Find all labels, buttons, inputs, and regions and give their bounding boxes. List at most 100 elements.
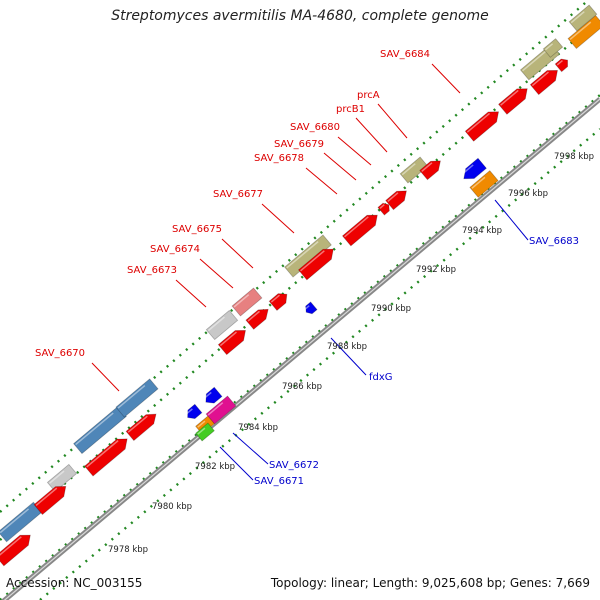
gene-feature-32: [195, 422, 215, 442]
tick-label-7990-kbp: 7990 kbp: [371, 304, 411, 314]
gene-label-prcA: prcA: [357, 90, 380, 101]
gene-feature-26-body: [567, 14, 600, 50]
gene-feature-4: [73, 405, 127, 455]
gene-feature-17-shine: [387, 192, 399, 202]
map-title: Streptomyces avermitilis MA-4680, comple…: [111, 8, 489, 24]
sequence-backbone: [0, 97, 600, 600]
gene-feature-13-shine: [286, 241, 319, 269]
gene-feature-11-shine: [247, 310, 260, 322]
gene-feature-16: [377, 202, 390, 216]
leader-SAV_6678: [305, 167, 338, 195]
gene-feature-10-shine: [219, 331, 237, 347]
gene-feature-7: [125, 413, 157, 442]
leader-SAV_6670: [91, 362, 120, 392]
gene-feature-21-body: [498, 88, 528, 115]
leader-prcB1: [355, 117, 388, 153]
gene-feature-19-shine: [421, 162, 433, 172]
gene-label-SAV_6677: SAV_6677: [213, 189, 263, 200]
gene-feature-4-shine: [75, 412, 114, 446]
gene-features: [0, 4, 600, 567]
gene-feature-26-shine: [569, 21, 592, 41]
gene-feature-35-body: [469, 170, 499, 198]
tick-label-7978-kbp: 7978 kbp: [108, 545, 148, 555]
leader-prcA: [377, 103, 408, 139]
gene-feature-16-shine: [379, 204, 385, 209]
coordinate-ticks: 7978 kbp 7980 kbp 7982 kbp 7984 kbp 7986 kbp…: [108, 152, 594, 555]
tick-label-7992-kbp: 7992 kbp: [416, 265, 456, 275]
dotted-line-3: [0, 94, 600, 600]
gene-feature-19-body: [419, 160, 441, 181]
gene-label-SAV_6670: SAV_6670: [35, 348, 85, 359]
leader-SAV_6680: [337, 136, 372, 166]
gene-feature-10-body: [217, 329, 246, 356]
gene-label-SAV_6672: SAV_6672: [269, 460, 319, 471]
leader-SAV_6677: [261, 203, 295, 234]
gene-feature-28-shine: [185, 408, 193, 415]
tick-label-7982-kbp: 7982 kbp: [195, 462, 235, 472]
gene-feature-33: [304, 301, 318, 315]
gene-label-prcB1: prcB1: [336, 104, 365, 115]
gene-feature-20-shine: [466, 112, 491, 133]
gene-feature-5-body: [115, 378, 159, 418]
gene-feature-0-shine: [0, 508, 30, 534]
gene-feature-34-shine: [461, 164, 474, 176]
gene-feature-18-shine: [401, 163, 416, 176]
gene-feature-11-body: [245, 308, 269, 330]
gene-feature-4-body: [73, 405, 127, 455]
gene-feature-3: [33, 486, 67, 516]
gene-feature-8-shine: [207, 316, 225, 332]
gene-label-SAV_6674: SAV_6674: [150, 244, 200, 255]
gene-feature-1-shine: [0, 536, 22, 558]
gene-feature-23: [542, 38, 564, 58]
gene-feature-24: [529, 69, 558, 96]
gene-feature-9-shine: [233, 294, 250, 308]
leader-SAV_6671: [219, 446, 254, 481]
tick-label-7996-kbp: 7996 kbp: [508, 189, 548, 199]
gene-feature-15: [341, 214, 378, 247]
gene-feature-2-shine: [48, 470, 65, 484]
accession-text: Accession: NC_003155: [6, 576, 143, 590]
tick-label-7986-kbp: 7986 kbp: [282, 382, 322, 392]
gene-feature-24-shine: [531, 71, 549, 87]
gene-feature-16-body: [377, 202, 390, 216]
gene-feature-22-shine: [522, 50, 547, 72]
leader-fdxG: [330, 337, 367, 376]
gene-feature-3-shine: [35, 487, 58, 507]
gene-feature-10: [217, 329, 246, 356]
gene-feature-33-body: [305, 301, 318, 315]
gene-feature-32-body: [195, 422, 215, 442]
leader-SAV_6674: [199, 258, 234, 289]
gene-feature-28-body: [187, 403, 203, 419]
gene-feature-25-shine: [556, 59, 563, 66]
dotted-line-2: [39, 128, 600, 600]
gene-feature-15-body: [341, 214, 378, 247]
gene-feature-25: [554, 58, 568, 73]
genome-summary-text: Topology: linear; Length: 9,025,608 bp; …: [270, 576, 590, 590]
tick-label-7998-kbp: 7998 kbp: [554, 152, 594, 162]
gene-feature-12-shine: [270, 294, 280, 303]
gene-feature-11: [245, 308, 269, 330]
gene-label-SAV_6678: SAV_6678: [254, 153, 304, 164]
gene-label-SAV_6684: SAV_6684: [380, 49, 430, 60]
gene-feature-6-shine: [86, 440, 119, 468]
gene-feature-29-body: [205, 386, 223, 404]
gene-feature-27-shine: [570, 11, 585, 24]
gene-feature-12-body: [268, 293, 288, 311]
gene-feature-8-body: [205, 309, 239, 341]
gene-feature-5-shine: [117, 384, 146, 409]
gene-feature-6: [84, 438, 128, 477]
gene-feature-27-body: [568, 4, 598, 32]
gene-feature-25-body: [554, 58, 568, 73]
gene-feature-35: [469, 170, 499, 198]
gene-feature-24-body: [529, 69, 558, 96]
gene-label-SAV_6671: SAV_6671: [254, 476, 304, 487]
gene-feature-21: [498, 88, 528, 115]
gene-feature-33-shine: [304, 305, 310, 310]
gene-feature-34-body: [463, 157, 487, 180]
gene-feature-30-shine: [207, 402, 224, 416]
gene-feature-34: [461, 157, 487, 180]
gene-feature-23-body: [542, 38, 564, 58]
tick-label-7984-kbp: 7984 kbp: [238, 423, 278, 433]
